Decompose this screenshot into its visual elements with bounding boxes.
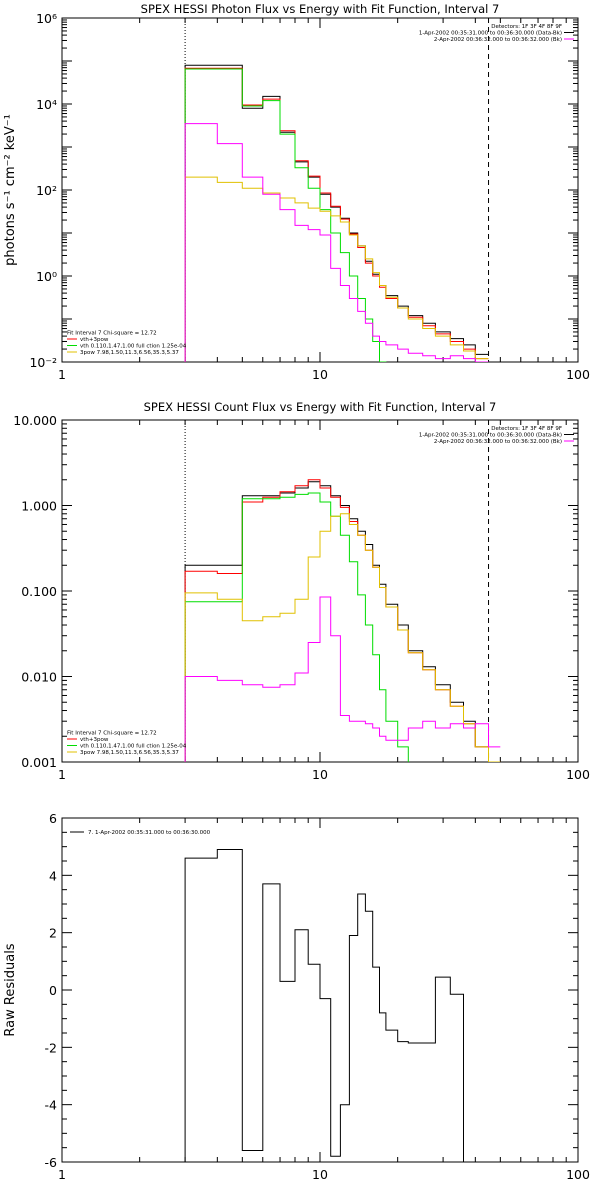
chart-2-y-axis: 0.001 0.010 0.100 1.000 10.000 <box>13 413 578 770</box>
chart-1-x-tick-label: 10 <box>312 367 328 382</box>
chart-2-series-group <box>184 479 501 762</box>
chart-1-y-tick-label: 10⁻² <box>29 355 57 370</box>
chart-1-series-3pow <box>184 176 489 362</box>
chart-3-x-tick-label: 1 <box>58 1167 66 1182</box>
chart-3-y-tick-label: 4 <box>49 868 57 883</box>
chart-2-legend-fit-header: Fit Interval 7 Chi-square = 12.72 <box>67 731 157 737</box>
chart-2-y-tick-label: 0.010 <box>21 670 57 685</box>
chart-3: 1 10 100 -6 -4 -2 0 2 4 6 Raw Residuals 7. 1-Apr-20… <box>3 811 590 1182</box>
chart-1-x-tick-label: 100 <box>566 367 590 382</box>
chart-1-legend-top: Detectors: 1F 3F 4F 8F 9F1-Apr-2002 00:3… <box>419 24 574 43</box>
chart-1-legend-top-label: Detectors: 1F 3F 4F 8F 9F <box>491 24 562 30</box>
chart-3-y-tick-label: 0 <box>49 983 57 998</box>
chart-3-x-axis: 1 10 100 <box>58 818 590 1182</box>
chart-2-legend-top-label: 1-Apr-2002 00:35:31.000 to 00:36:30.000 … <box>419 433 562 439</box>
chart-2-series-bk <box>184 596 501 762</box>
chart-2-legend-fit: Fit Interval 7 Chi-square = 12.72vth+3po… <box>67 731 187 756</box>
chart-1-title: SPEX HESSI Photon Flux vs Energy with Fi… <box>141 2 500 16</box>
chart-1-legend-fit-header: Fit Interval 7 Chi-square = 12.72 <box>67 331 157 337</box>
chart-2-legend-fit-label: vth 0.110,1.47,1.00 full ction 1.25e-04 <box>80 744 187 750</box>
chart-3-x-tick-label: 100 <box>566 1167 590 1182</box>
chart-1-y-tick-label: 10⁰ <box>36 269 57 284</box>
chart-3-y-tick-label: -4 <box>45 1098 58 1113</box>
chart-1-legend-fit: Fit Interval 7 Chi-square = 12.72vth+3po… <box>67 331 187 356</box>
chart-1-legend-fit-label: 3pow 7.98,1.50,11.3,6.56,35.3,5.37 <box>80 350 179 356</box>
chart-2-title: SPEX HESSI Count Flux vs Energy with Fit… <box>144 400 497 414</box>
chart-3-legend-top: 7. 1-Apr-2002 00:35:31.000 to 00:36:30.0… <box>70 830 211 836</box>
chart-3-y-tick-label: -2 <box>45 1040 57 1055</box>
chart-2-series-3pow <box>184 513 501 762</box>
chart-1-y-axis: 10⁻² 10⁰ 10² 10⁴ 10⁶ <box>29 11 578 370</box>
chart-2-y-tick-label: 1.000 <box>21 499 57 514</box>
chart-3-y-tick-label: 6 <box>49 811 57 826</box>
chart-1-y-tick-label: 10² <box>36 183 57 198</box>
chart-2-series-vth <box>184 492 409 762</box>
chart-1-x-tick-label: 1 <box>58 367 66 382</box>
chart-2-x-tick-label: 10 <box>312 767 328 782</box>
chart-1-series-bk <box>184 123 489 362</box>
chart-1: SPEX HESSI Photon Flux vs Energy with Fi… <box>3 2 590 382</box>
chart-2: SPEX HESSI Count Flux vs Energy with Fit… <box>13 400 590 782</box>
chart-1-y-axis-label: photons s⁻¹ cm⁻² keV⁻¹ <box>3 114 18 266</box>
chart-3-series-7-1-apr-2002-00-35-31-000-to-00-36-30-000 <box>184 849 489 1162</box>
chart-1-legend-top-label: 2-Apr-2002 00:36:32.000 to 00:36:32.000 … <box>434 37 562 43</box>
chart-1-legend-top-label: 1-Apr-2002 00:35:31.000 to 00:36:30.000 … <box>419 31 562 37</box>
chart-1-legend-fit-label: vth+3pow <box>80 337 109 343</box>
chart-3-y-tick-label: 2 <box>49 926 57 941</box>
chart-3-y-axis: -6 -4 -2 0 2 4 6 <box>45 811 578 1170</box>
chart-1-legend-fit-label: vth 0.110,1.47,1.00 full ction 1.25e-04 <box>80 344 187 350</box>
chart-2-y-tick-label: 10.000 <box>13 413 57 428</box>
chart-2-y-tick-label: 0.001 <box>21 755 57 770</box>
chart-1-x-axis: 1 10 100 <box>58 18 590 382</box>
chart-3-y-axis-label: Raw Residuals <box>3 943 18 1036</box>
chart-1-series-vth <box>184 68 387 362</box>
chart-2-y-tick-label: 0.100 <box>21 584 57 599</box>
chart-2-legend-top-label: 2-Apr-2002 00:36:32.000 to 00:36:32.000 … <box>434 439 562 445</box>
chart-2-legend-fit-label: vth+3pow <box>80 737 109 743</box>
chart-3-y-tick-label: -6 <box>45 1155 58 1170</box>
chart-2-legend-fit-label: 3pow 7.98,1.50,11.3,6.56,35.3,5.37 <box>80 750 179 756</box>
chart-2-legend-top-label: Detectors: 1F 3F 4F 8F 9F <box>491 426 562 432</box>
chart-1-series-group <box>184 64 489 362</box>
chart-1-y-tick-label: 10⁴ <box>36 97 57 112</box>
chart-2-x-tick-label: 1 <box>58 767 66 782</box>
chart-3-x-tick-label: 10 <box>312 1167 328 1182</box>
chart-3-series-group <box>184 849 489 1162</box>
chart-2-x-tick-label: 100 <box>566 767 590 782</box>
chart-2-legend-top: Detectors: 1F 3F 4F 8F 9F1-Apr-2002 00:3… <box>419 426 574 445</box>
chart-1-y-tick-label: 10⁶ <box>36 11 57 26</box>
chart-3-legend-top-label: 7. 1-Apr-2002 00:35:31.000 to 00:36:30.0… <box>88 830 211 836</box>
